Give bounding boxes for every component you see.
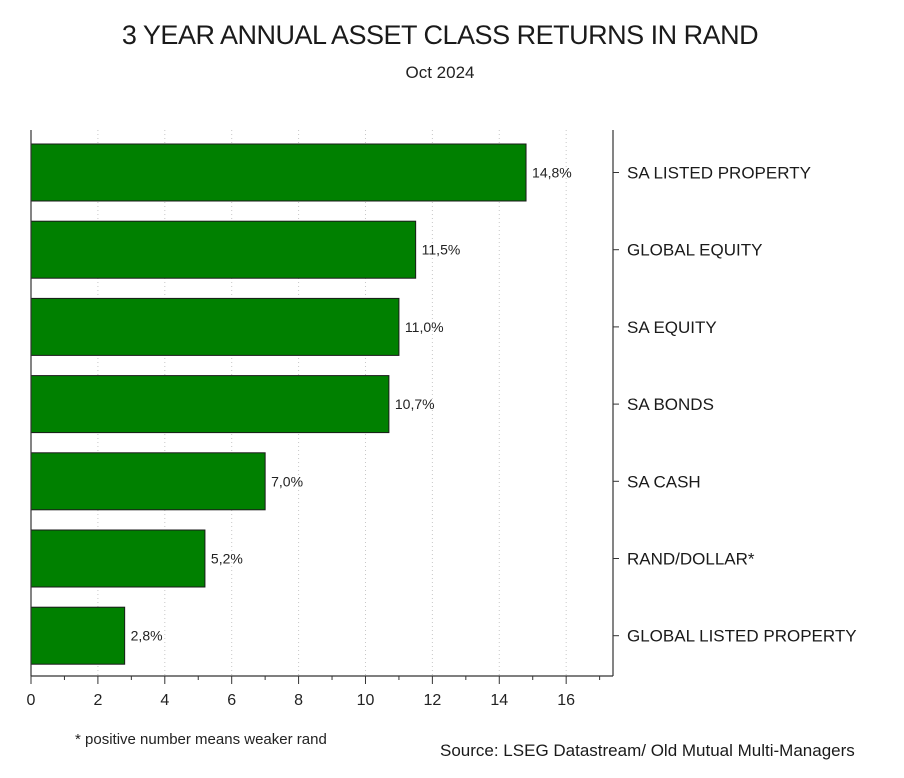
x-tick-label-0: 0 — [27, 692, 36, 709]
x-tick-label-2: 2 — [93, 692, 102, 709]
category-label-6: GLOBAL LISTED PROPERTY — [627, 627, 857, 646]
labels: 14,8% SA LISTED PROPERTY 11,5% GLOBAL EQUIT… — [27, 164, 857, 710]
bar-2 — [30, 297, 400, 356]
value-label-0: 14,8% — [532, 165, 572, 181]
x-tick-label-14: 14 — [490, 692, 508, 709]
category-label-5: RAND/DOLLAR* — [627, 550, 755, 569]
x-tick-label-16: 16 — [557, 692, 575, 709]
bar-0 — [30, 143, 527, 202]
chart-subtitle: Oct 2024 — [405, 63, 475, 82]
bar-1 — [30, 220, 417, 279]
bar-4 — [30, 452, 266, 511]
source-note: Source: LSEG Datastream/ Old Mutual Mult… — [440, 741, 855, 760]
category-label-4: SA CASH — [627, 472, 701, 491]
bars — [30, 143, 527, 665]
axes — [30, 130, 619, 684]
category-label-3: SA BONDS — [627, 395, 714, 414]
category-label-1: GLOBAL EQUITY — [627, 241, 762, 260]
bar-6 — [30, 606, 126, 665]
chart-title: 3 YEAR ANNUAL ASSET CLASS RETURNS IN RAN… — [121, 20, 759, 50]
category-label-0: SA LISTED PROPERTY — [627, 164, 811, 183]
x-tick-label-8: 8 — [294, 692, 303, 709]
x-tick-label-4: 4 — [160, 692, 169, 709]
x-tick-label-6: 6 — [227, 692, 236, 709]
value-label-2: 11,0% — [405, 319, 444, 335]
bar-5 — [30, 529, 206, 588]
value-label-6: 2,8% — [131, 628, 163, 644]
value-label-4: 7,0% — [271, 473, 303, 489]
value-label-3: 10,7% — [395, 396, 435, 412]
value-label-5: 5,2% — [211, 551, 243, 567]
x-tick-label-10: 10 — [357, 692, 375, 709]
category-label-2: SA EQUITY — [627, 318, 717, 337]
value-label-1: 11,5% — [422, 242, 461, 258]
bar-3 — [30, 375, 390, 434]
x-tick-label-12: 12 — [423, 692, 441, 709]
footnote: * positive number means weaker rand — [75, 731, 327, 748]
